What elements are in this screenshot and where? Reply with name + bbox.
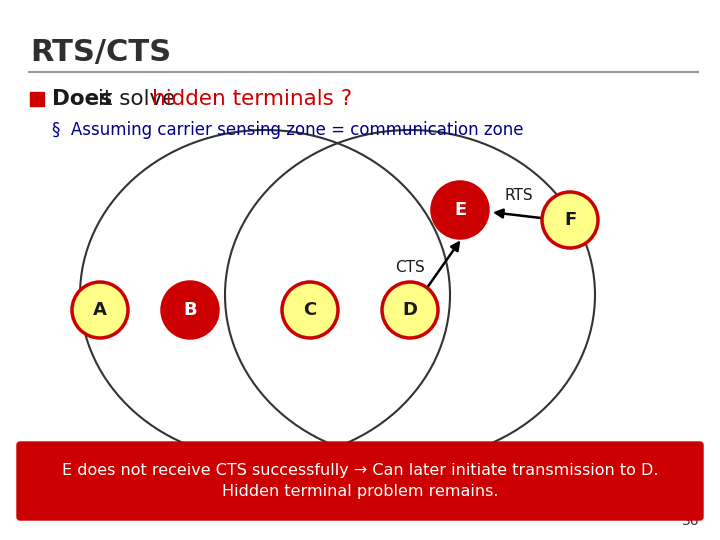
Text: §  Assuming carrier sensing zone = communication zone: § Assuming carrier sensing zone = commun… bbox=[52, 121, 523, 139]
Text: Does: Does bbox=[52, 89, 120, 109]
Ellipse shape bbox=[162, 282, 218, 338]
Text: it solve: it solve bbox=[98, 89, 182, 109]
Text: E does not receive CTS successfully → Can later initiate transmission to D.
Hidd: E does not receive CTS successfully → Ca… bbox=[62, 463, 658, 499]
Text: 36: 36 bbox=[683, 514, 700, 528]
Ellipse shape bbox=[282, 282, 338, 338]
Text: B: B bbox=[183, 301, 197, 319]
Text: C: C bbox=[303, 301, 317, 319]
Ellipse shape bbox=[432, 182, 488, 238]
Text: RTS/CTS: RTS/CTS bbox=[30, 38, 171, 67]
FancyBboxPatch shape bbox=[17, 442, 703, 520]
Text: CTS: CTS bbox=[395, 260, 425, 275]
Text: RTS: RTS bbox=[505, 187, 534, 202]
Text: hidden terminals ?: hidden terminals ? bbox=[152, 89, 352, 109]
Ellipse shape bbox=[72, 282, 128, 338]
Text: A: A bbox=[93, 301, 107, 319]
Text: D: D bbox=[402, 301, 418, 319]
Text: E: E bbox=[454, 201, 466, 219]
Text: F: F bbox=[564, 211, 576, 229]
Bar bbox=[30, 92, 44, 106]
Ellipse shape bbox=[382, 282, 438, 338]
Ellipse shape bbox=[542, 192, 598, 248]
